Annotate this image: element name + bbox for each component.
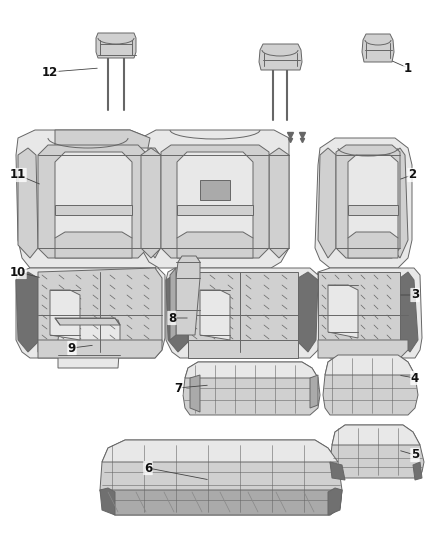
Polygon shape	[259, 44, 302, 70]
Text: 4: 4	[411, 372, 419, 384]
Polygon shape	[141, 148, 161, 258]
Polygon shape	[58, 320, 120, 368]
Polygon shape	[328, 285, 358, 338]
Polygon shape	[50, 290, 80, 340]
Polygon shape	[177, 152, 253, 248]
Text: 3: 3	[411, 288, 419, 302]
Polygon shape	[336, 145, 400, 258]
Polygon shape	[177, 232, 253, 258]
Polygon shape	[315, 138, 412, 268]
Polygon shape	[330, 462, 345, 480]
Text: 12: 12	[42, 66, 58, 78]
Polygon shape	[141, 130, 289, 268]
Polygon shape	[348, 205, 398, 215]
Polygon shape	[400, 272, 418, 352]
Polygon shape	[318, 148, 336, 258]
Polygon shape	[413, 462, 422, 480]
Polygon shape	[148, 148, 162, 258]
Polygon shape	[200, 180, 230, 200]
Polygon shape	[392, 148, 408, 258]
Polygon shape	[269, 148, 289, 258]
Polygon shape	[185, 362, 318, 378]
Polygon shape	[200, 290, 230, 340]
Polygon shape	[190, 375, 200, 412]
Polygon shape	[18, 148, 38, 258]
Polygon shape	[16, 268, 165, 358]
Text: 9: 9	[68, 342, 76, 354]
Polygon shape	[330, 425, 424, 478]
Polygon shape	[16, 130, 168, 268]
Polygon shape	[38, 340, 162, 358]
Polygon shape	[177, 205, 253, 215]
Polygon shape	[100, 490, 342, 515]
Polygon shape	[55, 152, 132, 248]
Polygon shape	[55, 318, 120, 325]
Polygon shape	[318, 340, 408, 358]
Polygon shape	[55, 232, 132, 258]
Polygon shape	[332, 425, 420, 445]
Polygon shape	[166, 272, 188, 352]
Polygon shape	[310, 375, 318, 408]
Polygon shape	[55, 205, 132, 215]
Polygon shape	[161, 145, 269, 258]
Polygon shape	[362, 34, 394, 62]
Polygon shape	[166, 268, 320, 358]
Text: 6: 6	[144, 462, 152, 474]
Polygon shape	[16, 272, 38, 352]
Polygon shape	[188, 340, 298, 358]
Polygon shape	[38, 268, 162, 352]
Polygon shape	[348, 155, 398, 248]
Polygon shape	[325, 355, 415, 375]
Polygon shape	[348, 232, 398, 258]
Polygon shape	[170, 268, 176, 340]
Polygon shape	[100, 488, 115, 515]
Polygon shape	[176, 256, 200, 335]
Polygon shape	[183, 362, 320, 415]
Polygon shape	[316, 268, 422, 358]
Text: 8: 8	[168, 311, 176, 325]
Polygon shape	[328, 488, 342, 515]
Polygon shape	[102, 440, 338, 462]
Polygon shape	[318, 272, 400, 352]
Text: 1: 1	[404, 61, 412, 75]
Text: 10: 10	[10, 265, 26, 279]
Polygon shape	[188, 272, 298, 352]
Polygon shape	[298, 272, 318, 352]
Text: 5: 5	[411, 448, 419, 462]
Polygon shape	[96, 33, 136, 58]
Polygon shape	[323, 355, 418, 415]
Text: 2: 2	[408, 168, 416, 182]
Text: 11: 11	[10, 168, 26, 182]
Polygon shape	[38, 145, 148, 258]
Text: 7: 7	[174, 382, 182, 394]
Polygon shape	[55, 130, 150, 148]
Polygon shape	[100, 440, 342, 515]
